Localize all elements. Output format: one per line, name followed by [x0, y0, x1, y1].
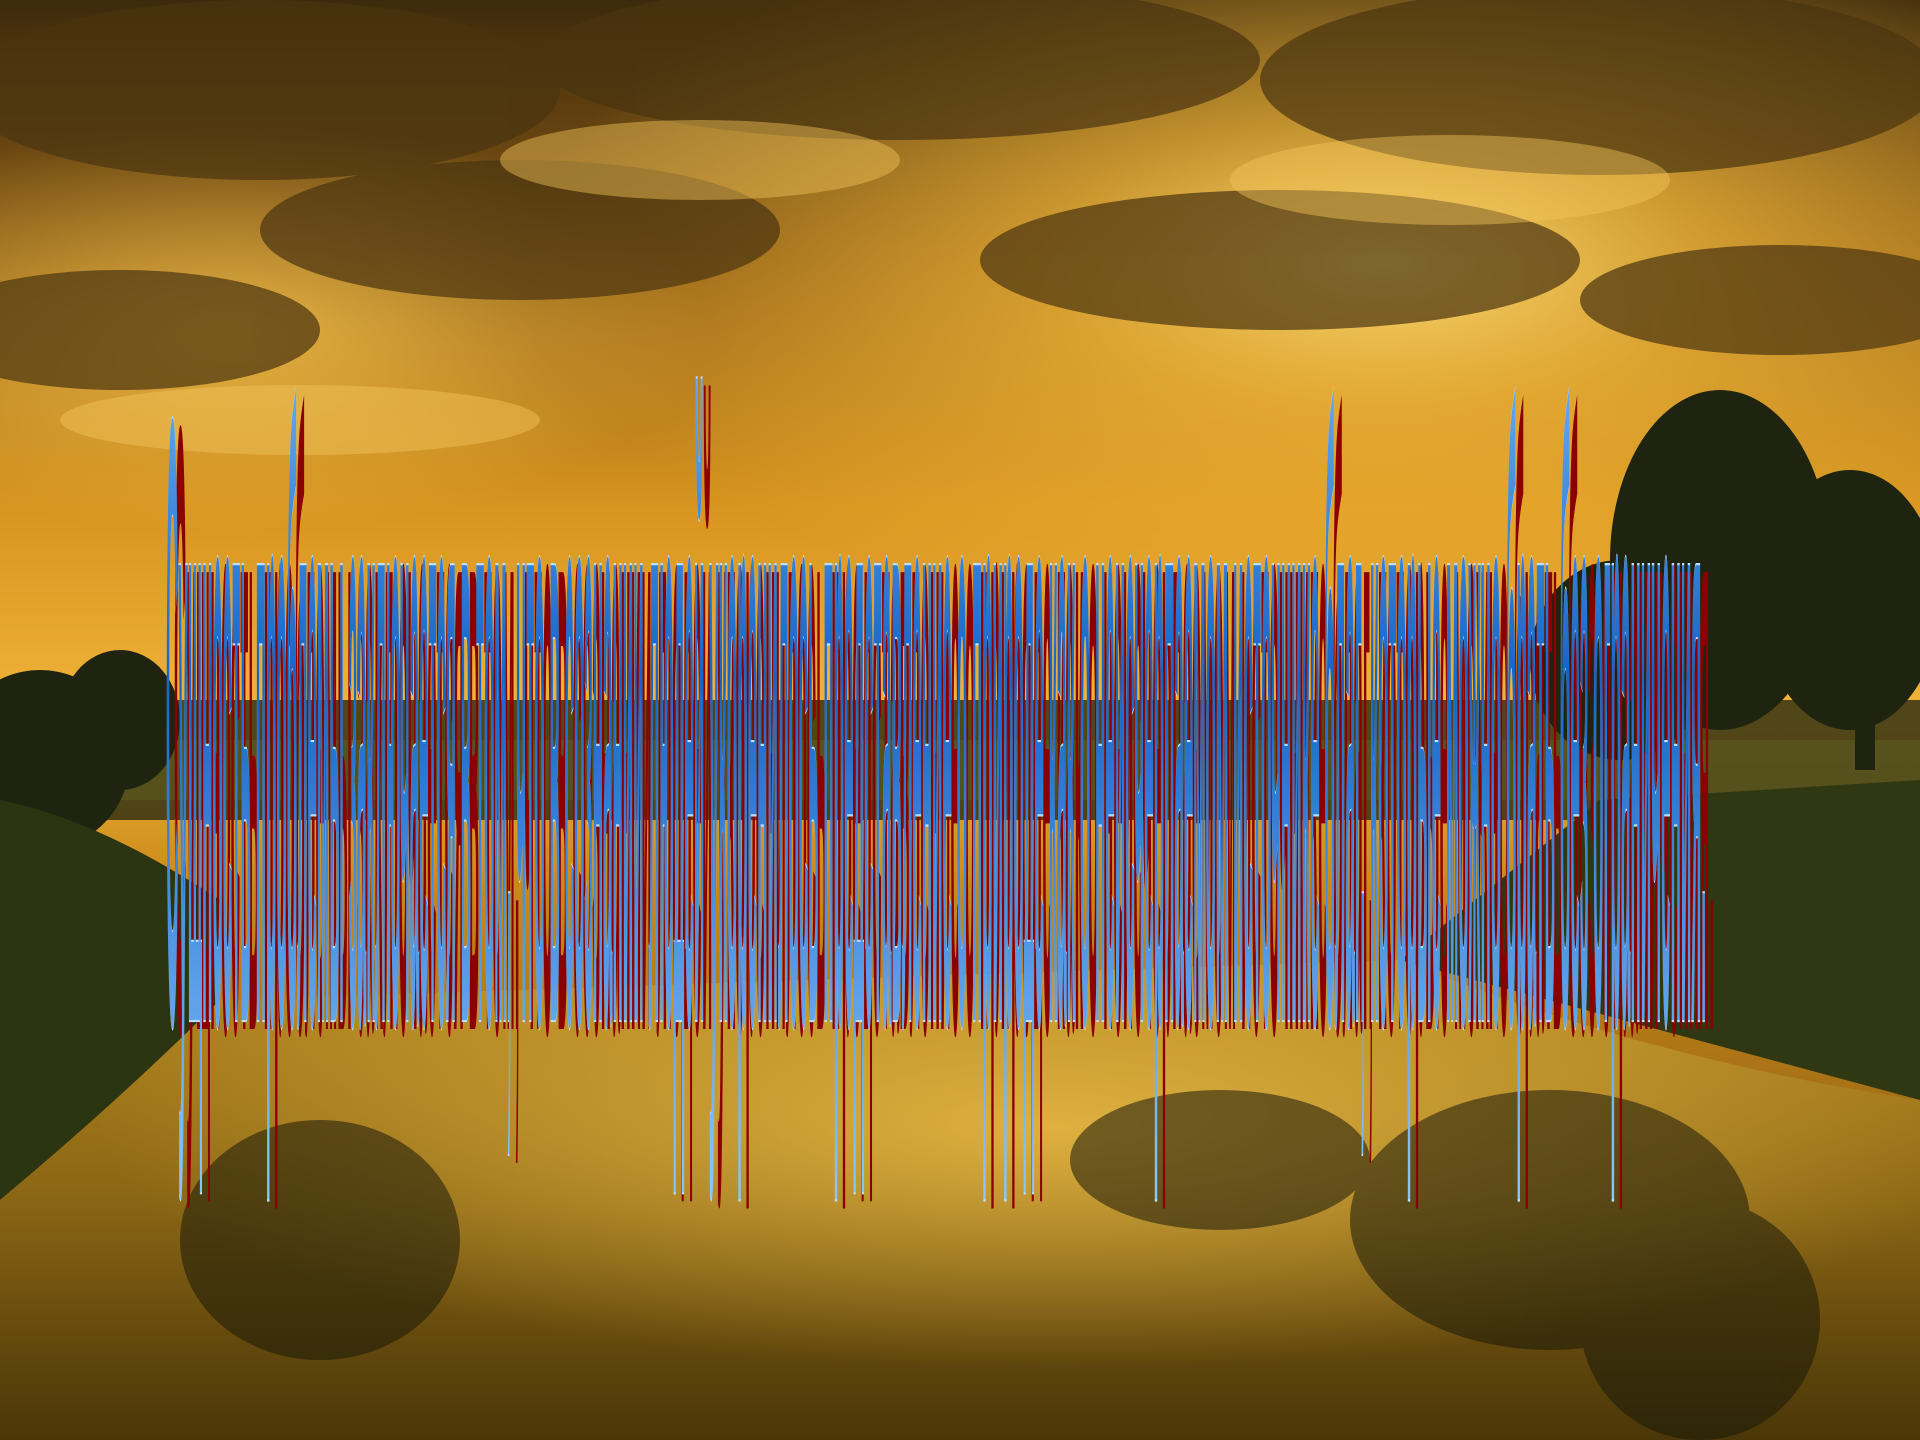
- heading-glyphs: Сущность проблемы заключается в том, что…: [166, 240, 1706, 1210]
- heading-text-block: Сущность проблемы заключается в том, что…: [158, 260, 1718, 1200]
- stretched-heading-glyphs: Сущность проблемы заключается в том, что…: [158, 260, 1718, 1200]
